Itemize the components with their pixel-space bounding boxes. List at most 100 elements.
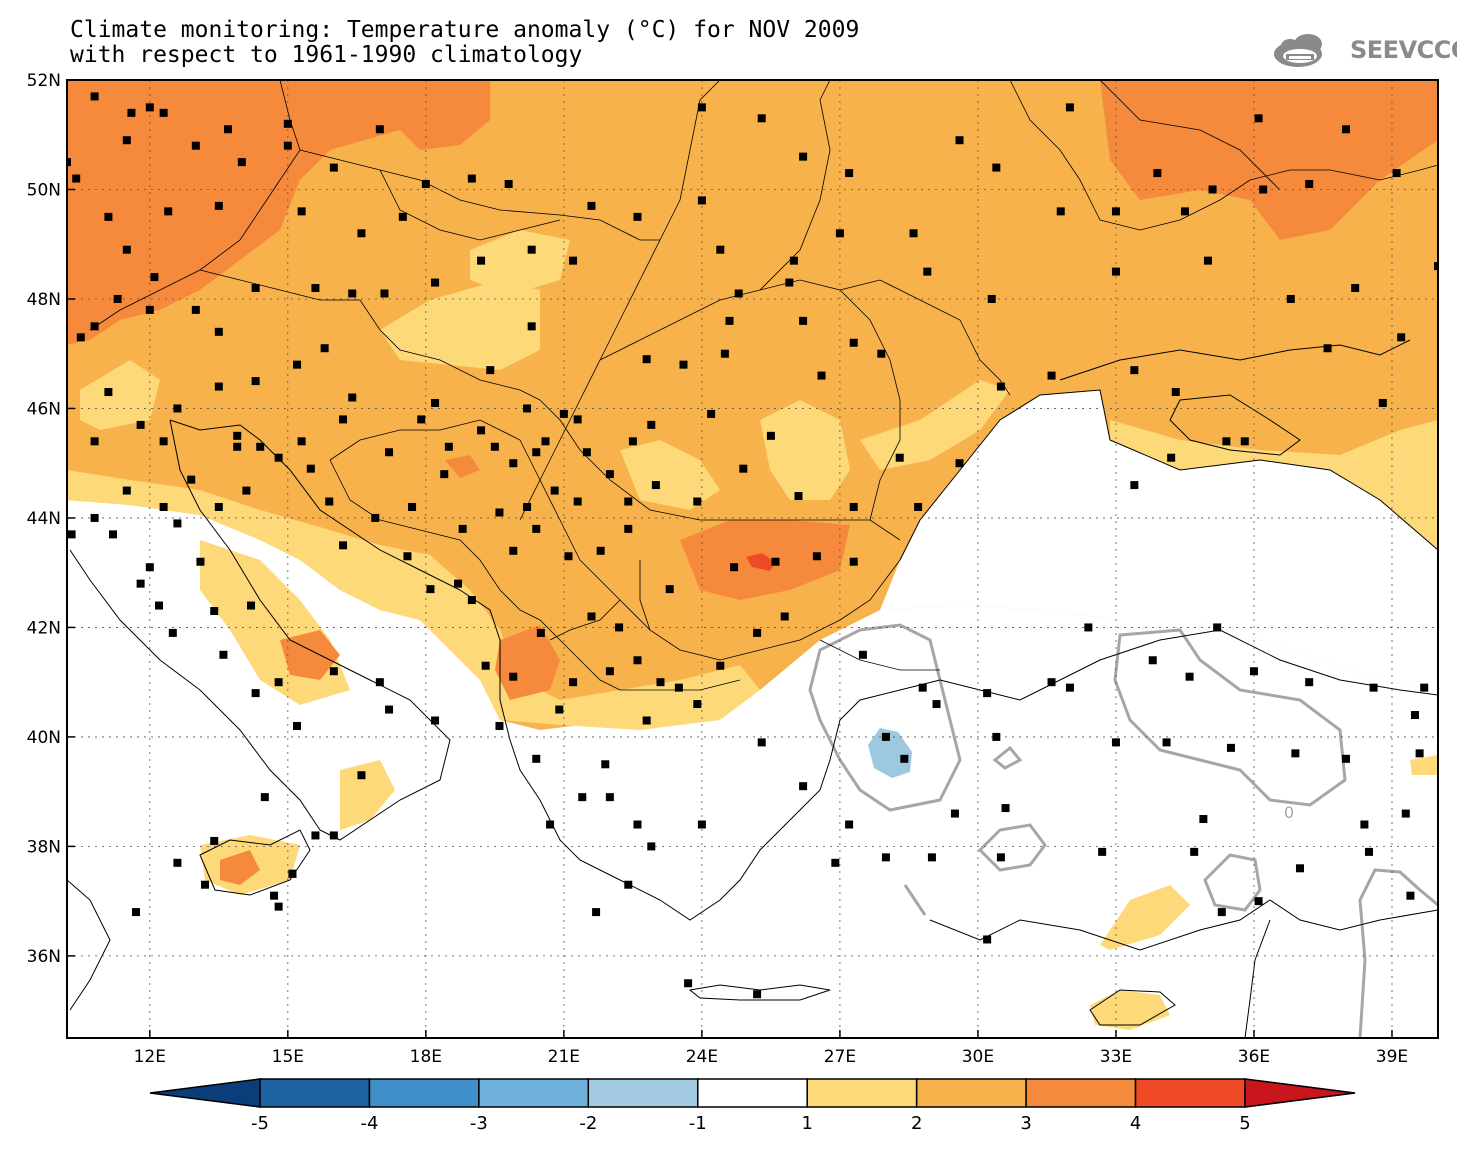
station-marker [210,836,219,845]
station-marker [573,415,582,424]
lat-tick-label: 44N [27,509,61,529]
anomaly-fields: 0 [67,80,1438,1038]
station-marker [1434,262,1438,271]
station-marker [431,398,440,407]
station-marker [1111,267,1120,276]
station-marker [1065,683,1074,692]
station-marker [385,705,394,714]
station-marker [431,716,440,725]
station-marker [477,256,486,265]
station-marker [725,316,734,325]
station-marker [679,360,688,369]
station-marker [293,360,302,369]
station-marker [587,201,596,210]
station-marker [155,601,164,610]
station-marker [587,612,596,621]
station-marker [458,524,467,533]
station-marker [955,459,964,468]
station-marker [1240,437,1249,446]
station-marker [624,524,633,533]
station-marker [858,650,867,659]
station-marker [927,853,936,862]
colorbar-box [368,1078,480,1108]
station-marker [325,497,334,506]
station-marker [297,437,306,446]
station-marker [849,338,858,347]
station-marker [1167,453,1176,462]
station-marker [233,442,242,451]
station-marker [375,678,384,687]
station-marker [1420,683,1429,692]
station-marker [486,366,495,375]
station-marker [992,732,1001,741]
station-marker [582,448,591,457]
station-marker [739,464,748,473]
station-marker [573,497,582,506]
colorbar-label: 5 [1239,1113,1250,1134]
station-marker [536,628,545,637]
station-marker [348,393,357,402]
colorbar-label: 2 [911,1113,922,1134]
station-marker [339,415,348,424]
station-marker [251,689,260,698]
station-marker [1226,743,1235,752]
station-marker [164,207,173,216]
station-marker [633,656,642,665]
station-marker [122,486,131,495]
station-marker [1185,672,1194,681]
station-marker [564,552,573,561]
station-marker [624,880,633,889]
station-marker [550,486,559,495]
station-marker [1180,207,1189,216]
coastlines [67,339,1438,1038]
colorbar-under-triangle [149,1078,261,1108]
station-marker [1406,891,1415,900]
station-marker [895,453,904,462]
station-marker [707,409,716,418]
station-marker [219,650,228,659]
station-marker [1056,207,1065,216]
station-marker [569,256,578,265]
station-marker [1259,185,1268,194]
station-marker [532,524,541,533]
station-marker [1190,847,1199,856]
station-marker [578,793,587,802]
black-sea [880,390,1438,690]
station-marker [546,820,555,829]
lat-tick-label: 46N [27,399,61,419]
station-marker [592,908,601,917]
station-marker [812,552,821,561]
station-marker [647,842,656,851]
station-marker [251,377,260,386]
lon-tick-label: 18E [410,1047,442,1067]
station-marker [1098,847,1107,856]
station-marker [1397,333,1406,342]
station-marker [817,371,826,380]
station-marker [444,442,453,451]
station-marker [642,716,651,725]
station-marker [881,732,890,741]
station-marker [605,470,614,479]
station-marker [615,623,624,632]
station-marker [996,853,1005,862]
station-marker [523,404,532,413]
station-marker [150,273,159,282]
station-marker [1213,623,1222,632]
station-marker [1360,820,1369,829]
station-marker [311,831,320,840]
station-marker [421,180,430,189]
seevccc-logo [1274,34,1322,67]
colorbar-over-triangle [1244,1078,1356,1108]
station-marker [845,169,854,178]
station-marker [467,596,476,605]
station-marker [1378,398,1387,407]
station-marker [214,327,223,336]
zero-contour [808,623,1438,1038]
station-marker [624,497,633,506]
station-marker [90,513,99,522]
station-marker [532,448,541,457]
station-marker [454,579,463,588]
station-marker [113,294,122,303]
station-marker [697,103,706,112]
